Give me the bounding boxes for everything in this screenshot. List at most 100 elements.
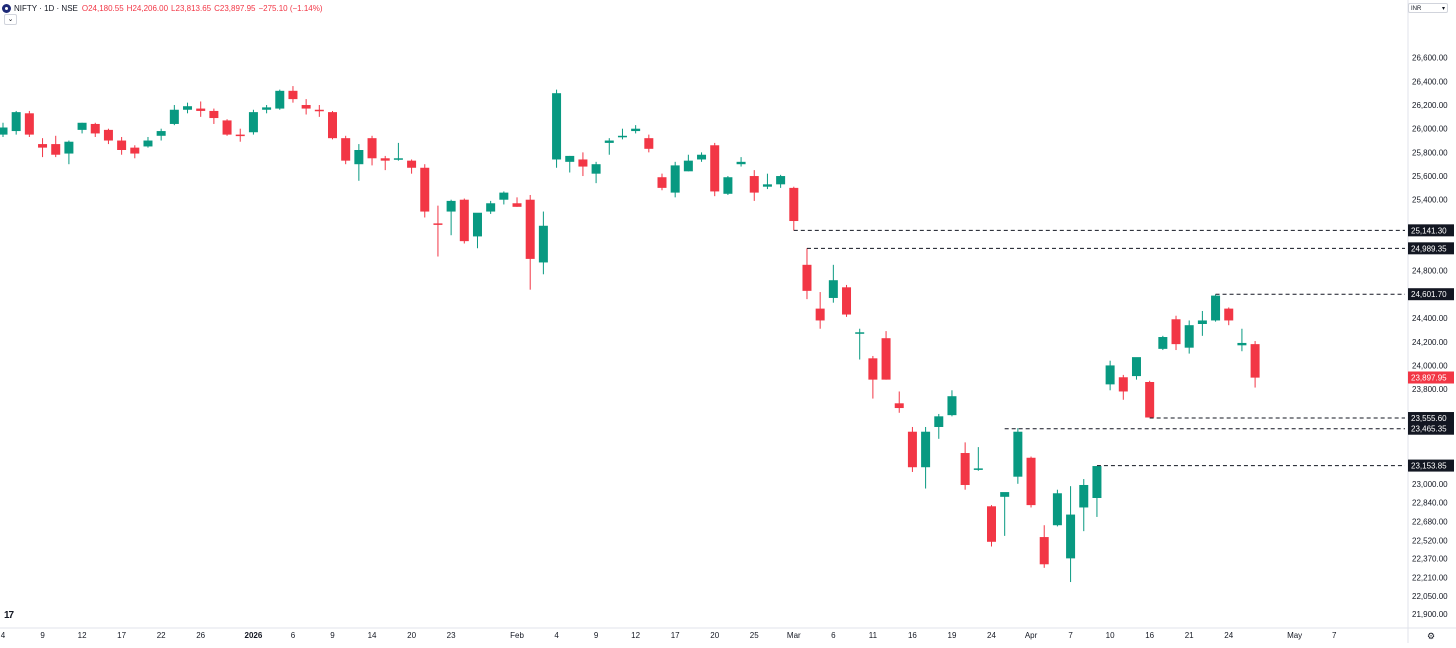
candle-up <box>486 203 496 212</box>
x-tick-label: Mar <box>787 631 801 640</box>
candle-up <box>183 106 193 110</box>
collapse-legend-button[interactable]: ⌄ <box>4 14 17 25</box>
candle-down <box>512 203 522 207</box>
candle-down <box>38 144 48 148</box>
candle-up <box>552 93 562 160</box>
last-price-label: 23,897.95 <box>1411 374 1447 383</box>
candle-down <box>420 167 430 212</box>
candle-down <box>288 90 298 100</box>
candle-up <box>855 332 865 334</box>
y-tick-label: 26,000.00 <box>1412 125 1448 134</box>
candle-down <box>103 129 113 141</box>
candle-up <box>538 225 548 263</box>
candle-up <box>683 160 693 172</box>
candle-down <box>328 112 337 139</box>
candle-up <box>1079 484 1089 508</box>
candle-down <box>209 110 219 119</box>
candle-up <box>934 416 944 427</box>
candle-down <box>644 138 654 149</box>
x-tick-label: 9 <box>330 631 335 640</box>
candle-up <box>921 431 931 468</box>
y-tick-label: 25,600.00 <box>1412 172 1448 181</box>
x-tick-label: 16 <box>908 631 917 640</box>
symbol-legend: NIFTY · 1D · NSE O24,180.55 H24,206.00 L… <box>2 2 326 14</box>
x-tick-label: 20 <box>710 631 719 640</box>
candle-up <box>11 112 21 132</box>
level-price-tag <box>1408 412 1454 425</box>
currency-selector[interactable]: INR <box>1408 3 1448 14</box>
level-price-tag <box>1408 288 1454 301</box>
candle-down <box>341 138 351 161</box>
candle-up <box>1158 337 1168 349</box>
candle-down <box>789 187 799 222</box>
candle-down <box>525 199 535 259</box>
x-tick-label: 14 <box>368 631 377 640</box>
candle-down <box>222 120 232 135</box>
x-tick-label: 9 <box>594 631 599 640</box>
candle-down <box>657 177 667 188</box>
y-tick-label: 26,600.00 <box>1412 54 1448 63</box>
candle-up <box>591 164 601 174</box>
candle-up <box>393 158 403 160</box>
candle-down <box>235 134 245 137</box>
candle-down <box>802 264 812 291</box>
candle-up <box>670 165 680 193</box>
x-tick-label: 2026 <box>245 631 263 640</box>
x-tick-label: 24 <box>987 631 996 640</box>
candle-up <box>1211 295 1221 321</box>
y-tick-label: 25,400.00 <box>1412 196 1448 205</box>
level-price-tag <box>1408 459 1454 472</box>
tradingview-logo-icon[interactable]: 17 <box>4 610 14 621</box>
candle-up <box>354 150 364 165</box>
candle-down <box>1026 457 1036 506</box>
x-tick-label: 4 <box>554 631 559 640</box>
x-tick-label: 12 <box>78 631 87 640</box>
y-tick-label: 22,210.00 <box>1412 573 1448 582</box>
candle-down <box>90 123 100 134</box>
candle-down <box>1171 319 1181 345</box>
x-tick-label: 6 <box>831 631 836 640</box>
y-tick-label: 24,800.00 <box>1412 267 1448 276</box>
candle-down <box>117 140 127 150</box>
candle-up <box>631 128 641 132</box>
x-tick-label: 4 <box>1 631 6 640</box>
gear-icon[interactable]: ⚙ <box>1427 631 1436 641</box>
candle-up <box>64 141 74 154</box>
candle-down <box>578 159 588 167</box>
y-tick-label: 22,370.00 <box>1412 554 1448 563</box>
candle-down <box>815 308 825 321</box>
candle-down <box>196 108 206 111</box>
symbol-name[interactable]: NIFTY · 1D · NSE <box>14 3 78 13</box>
candle-up <box>1131 357 1141 377</box>
candle-up <box>736 161 746 165</box>
candle-up <box>1197 320 1207 324</box>
candle-down <box>51 144 61 155</box>
candle-down <box>1118 377 1128 392</box>
x-tick-label: 23 <box>447 631 456 640</box>
level-price-label: 23,555.60 <box>1411 414 1447 423</box>
candle-up <box>973 468 983 470</box>
x-tick-label: 26 <box>196 631 205 640</box>
candle-up <box>947 396 957 416</box>
candle-down <box>301 105 311 109</box>
candle-down <box>710 145 720 192</box>
candle-down <box>1145 382 1155 418</box>
y-tick-label: 22,840.00 <box>1412 499 1448 508</box>
y-tick-label: 22,050.00 <box>1412 592 1448 601</box>
y-tick-label: 23,000.00 <box>1412 480 1448 489</box>
legend-close: C23,897.95 <box>214 3 256 13</box>
candle-up <box>697 154 707 160</box>
level-price-label: 24,989.35 <box>1411 244 1447 253</box>
level-price-label: 25,141.30 <box>1411 226 1447 235</box>
candle-down <box>1224 308 1234 321</box>
candle-down <box>894 403 904 409</box>
y-tick-label: 26,200.00 <box>1412 101 1448 110</box>
candle-down <box>367 138 377 159</box>
x-tick-label: 6 <box>291 631 296 640</box>
candle-up <box>604 140 614 143</box>
x-tick-label: 19 <box>948 631 957 640</box>
y-tick-label: 24,000.00 <box>1412 361 1448 370</box>
candle-down <box>130 147 140 154</box>
